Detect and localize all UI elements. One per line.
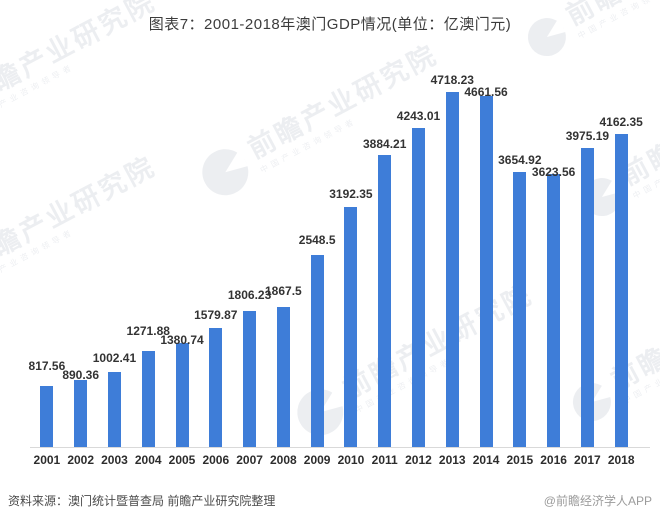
bar-column: 4661.56 [464,65,508,447]
bar-value-label: 1271.88 [126,324,170,339]
bar-value-label: 4162.35 [599,114,643,129]
bar-value-label: 1579.87 [194,308,238,323]
bar-column: 1002.41 [93,65,136,447]
x-axis-tick-label: 2012 [405,453,432,467]
x-axis-tick-label: 2015 [506,453,534,467]
x-axis-tick-label: 2002 [67,453,95,467]
footer: 资料来源：澳门统计暨普查局 前瞻产业研究院整理 @前瞻经济学人APP [8,492,652,509]
bar [310,255,324,447]
x-axis-tick-label: 2001 [33,453,61,467]
bar-value-label: 3884.21 [363,136,407,151]
bar-column: 817.56 [28,65,66,447]
x-axis-tick-label: 2011 [371,453,398,467]
x-axis-tick-label: 2003 [101,453,128,467]
x-axis-tick-label: 2010 [337,453,365,467]
bar-value-label: 2548.5 [298,233,336,248]
bar [513,172,527,447]
x-axis-tick-label: 2018 [607,453,635,467]
bar-column: 1579.87 [194,65,237,447]
bar-column: 4243.01 [397,65,440,447]
x-axis-tick-label: 2006 [202,453,230,467]
x-axis-tick-label: 2005 [168,453,196,467]
bar-column: 3975.19 [566,65,609,447]
x-axis-tick-label: 2009 [303,453,331,467]
bar [276,306,290,447]
x-axis-tick-label: 2007 [236,453,263,467]
bar-column: 1867.5 [265,65,302,447]
bar [614,133,628,447]
bar-column: 1806.23 [228,65,271,447]
bar-value-label: 3623.56 [531,165,576,180]
chart-title: 图表7：2001-2018年澳门GDP情况(单位：亿澳门元) [148,16,512,33]
bar-value-label: 3975.19 [565,128,610,143]
bar [344,206,358,447]
x-axis-tick-label: 2017 [574,453,601,467]
bar-value-label: 1002.41 [92,350,137,365]
x-axis-line [30,447,650,448]
bar [445,92,459,447]
bar [107,371,121,447]
bar [378,154,392,447]
bar-value-label: 1806.23 [227,288,272,303]
bar-column: 3654.92 [498,65,542,447]
bar-value-label: 3192.35 [329,186,373,201]
bar-column: 3192.35 [329,65,373,447]
x-axis-tick-label: 2013 [438,453,466,467]
credit-note: @前瞻经济学人APP [543,494,652,508]
bar-column: 1380.74 [160,65,204,447]
bar-column: 1271.88 [127,65,170,447]
bar [74,380,88,447]
bar-column: 890.36 [62,65,100,447]
bar [580,147,594,447]
bar-value-label: 890.36 [62,368,100,383]
bar-value-label: 4661.56 [464,85,508,100]
x-axis-tick-label: 2008 [270,453,297,467]
bar-column: 3623.56 [532,65,575,447]
bar-value-label: 4718.23 [430,73,474,87]
x-axis-tick-label: 2004 [134,453,162,467]
bar-column: 4162.35 [599,65,643,447]
bar-value-label: 817.56 [28,358,66,373]
bar-value-label: 1380.74 [160,333,204,348]
bar [175,343,189,447]
bar-value-label: 3654.92 [498,153,542,168]
bar [40,385,54,447]
bar-value-label: 1867.5 [265,283,302,298]
bar [547,174,561,447]
bar [411,127,425,447]
bar-column: 3884.21 [363,65,406,447]
bar [243,311,257,447]
plot-area: 817.56 890.36 1002.41 1271.88 1380.74 1579.87… [28,65,643,447]
bar [141,351,155,447]
bar-column: 2548.5 [298,65,336,447]
x-axis-tick-label: 2014 [472,453,500,467]
bar [209,328,223,447]
bar-value-label: 4243.01 [396,108,441,123]
bar [479,96,493,447]
source-note: 资料来源：澳门统计暨普查局 前瞻产业研究院整理 [8,494,276,508]
x-axis-labels: 2001 2002 2003 2004 2005 2006 2007 2008 2009 2010… [30,453,638,467]
x-axis-tick-label: 2016 [540,453,567,467]
bar-column: 4718.23 [431,65,474,447]
